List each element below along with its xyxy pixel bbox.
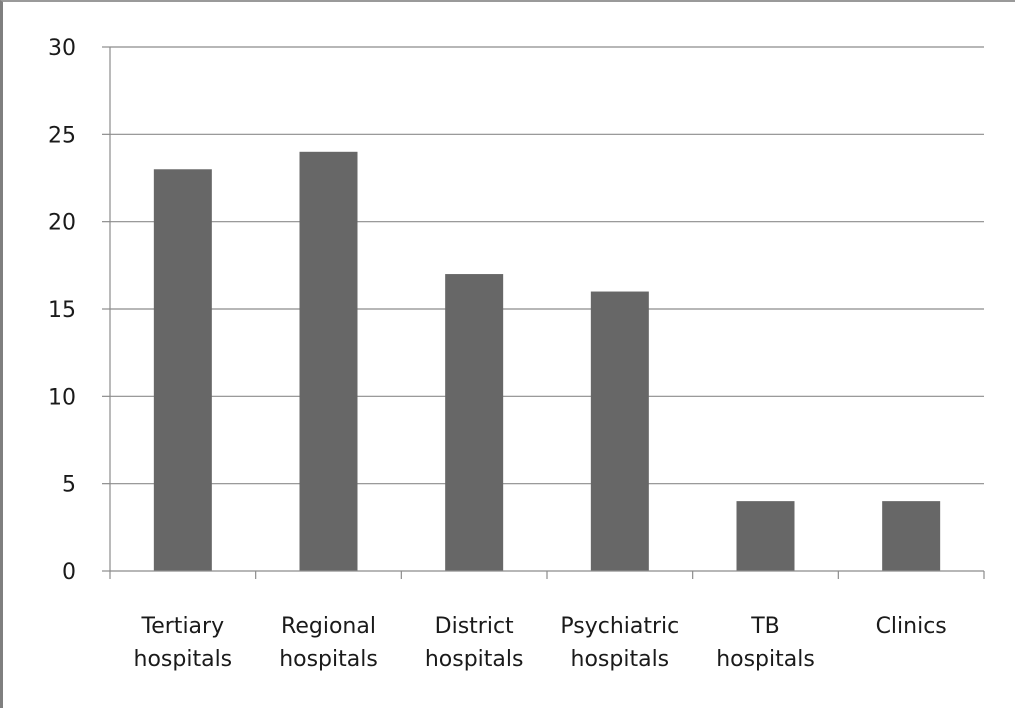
x-tick-label: hospitals [716,647,815,672]
bar [736,501,795,571]
x-tick-label: Clinics [876,614,947,639]
bar [299,151,358,572]
y-tick-label: 5 [62,473,76,498]
x-tick-label: hospitals [425,647,524,672]
y-tick-label: 20 [48,211,76,236]
x-tick-label: District [435,614,514,639]
y-tick-label: 10 [48,385,76,410]
gridlines [110,46,984,485]
x-tick-label: TB [750,614,780,639]
y-tick-label: 0 [62,560,76,585]
x-tick-label: hospitals [279,647,378,672]
bar [153,169,212,571]
x-tick-label: Regional [281,614,376,639]
y-tick-label: 30 [48,36,76,61]
y-tick-label: 15 [48,298,76,323]
y-tick-labels: 0 5 10 15 20 25 30 [48,36,76,585]
bar [445,274,504,571]
x-tick-labels: Tertiary hospitals Regional hospitals Distri… [134,614,947,672]
y-tick-label: 25 [48,123,76,148]
x-tick-label: hospitals [571,647,670,672]
x-tick-label: hospitals [134,647,233,672]
x-tick-label: Psychiatric [560,614,679,639]
bars [153,151,941,572]
axes [102,46,985,579]
x-tick-label: Tertiary [141,614,225,639]
bar [882,501,941,571]
bar [590,291,649,571]
